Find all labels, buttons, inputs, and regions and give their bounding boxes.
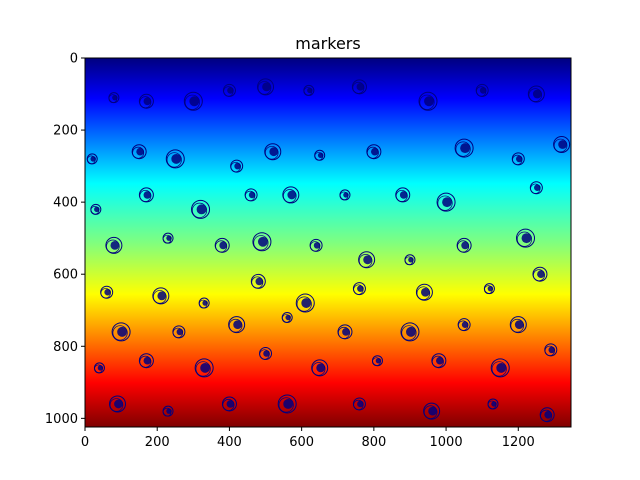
x-tick-label: 400 — [217, 435, 242, 450]
marker-blob — [532, 266, 548, 282]
marker-blob — [198, 297, 210, 309]
marker-blob — [351, 79, 367, 95]
marker-blob — [487, 398, 499, 410]
marker-blob — [282, 186, 300, 204]
marker-blob — [191, 199, 211, 219]
marker-blob — [172, 325, 186, 339]
x-tick-label: 1000 — [430, 435, 463, 450]
marker-blob — [456, 237, 472, 253]
marker-blob — [404, 254, 416, 266]
marker-blob — [544, 343, 558, 357]
marker-blob — [259, 346, 273, 360]
marker-blob — [165, 149, 185, 169]
marker-blob — [337, 324, 353, 340]
marker-blob — [138, 353, 154, 369]
marker-blob — [221, 396, 237, 412]
marker-blob — [431, 353, 447, 369]
marker-blob — [214, 237, 230, 253]
marker-blob — [162, 232, 174, 244]
marker-blob — [131, 144, 147, 160]
marker-blob — [108, 395, 126, 413]
y-tick-label: 600 — [53, 268, 78, 283]
marker-blob — [539, 407, 555, 423]
marker-blob — [358, 251, 376, 269]
marker-blob — [162, 405, 174, 417]
x-tick-label: 0 — [81, 435, 89, 450]
marker-blob — [311, 359, 329, 377]
marker-blob — [303, 84, 315, 96]
marker-blob — [222, 83, 236, 97]
marker-blob — [244, 188, 258, 202]
marker-blob — [138, 187, 154, 203]
marker-blob — [366, 144, 382, 160]
marker-blob — [100, 285, 114, 299]
marker-blob — [93, 362, 105, 374]
y-tick-label: 800 — [53, 340, 78, 355]
marker-layer — [86, 78, 571, 423]
marker-blob — [183, 91, 203, 111]
marker-blob — [105, 236, 123, 254]
plot-frame — [84, 57, 572, 428]
y-tick-label: 200 — [53, 124, 78, 139]
marker-blob — [108, 92, 120, 104]
marker-blob — [436, 192, 456, 212]
marker-blob — [90, 203, 102, 215]
x-tick-label: 1200 — [502, 435, 535, 450]
marker-blob — [553, 135, 571, 153]
marker-blob — [230, 159, 244, 173]
y-tick-label: 1000 — [45, 412, 78, 427]
marker-blob — [516, 228, 536, 248]
y-tick-label: 400 — [53, 196, 78, 211]
x-axis: 0 200 400 600 800 1000 1200 — [81, 427, 535, 450]
marker-blob — [475, 83, 489, 97]
marker-blob — [111, 322, 131, 342]
x-tick-label: 600 — [289, 435, 314, 450]
marker-blob — [454, 138, 474, 158]
marker-blob — [309, 238, 323, 252]
marker-blob — [152, 287, 170, 305]
marker-blob — [228, 316, 246, 334]
marker-blob — [418, 91, 438, 111]
marker-blob — [314, 149, 326, 161]
marker-blob — [509, 316, 527, 334]
marker-blob — [194, 358, 214, 378]
marker-blob — [250, 273, 266, 289]
marker-blob — [415, 283, 433, 301]
marker-blob — [281, 311, 293, 323]
marker-blob — [138, 93, 154, 109]
y-axis: 0 200 400 600 800 1000 — [45, 52, 85, 427]
marker-blob — [264, 143, 282, 161]
marker-blob — [395, 187, 411, 203]
marker-blob — [511, 152, 525, 166]
x-tick-label: 800 — [361, 435, 386, 450]
chart-title: markers — [295, 34, 360, 53]
marker-blob — [371, 355, 383, 367]
marker-blob — [339, 189, 351, 201]
marker-blob — [257, 78, 275, 96]
marker-blob — [400, 322, 420, 342]
marker-blob — [527, 85, 545, 103]
marker-blob — [352, 282, 366, 296]
y-tick-label: 0 — [70, 52, 78, 67]
marker-blob — [529, 181, 543, 195]
marker-blob — [490, 358, 510, 378]
marker-blob — [457, 318, 471, 332]
marker-blob — [483, 283, 495, 295]
marker-blob — [252, 232, 272, 252]
marker-blob — [352, 397, 366, 411]
marker-blob — [423, 402, 441, 420]
x-tick-label: 200 — [145, 435, 170, 450]
marker-blob — [277, 394, 297, 414]
marker-blob — [86, 153, 98, 165]
marker-blob — [295, 293, 315, 313]
